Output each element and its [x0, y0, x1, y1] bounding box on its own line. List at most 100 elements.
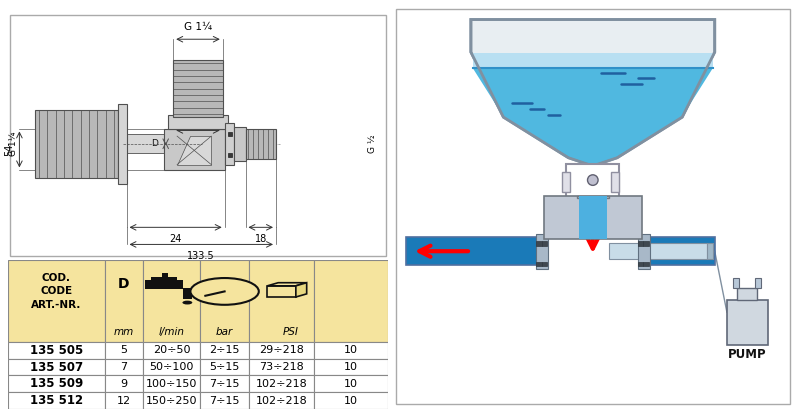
- Bar: [8, 392, 105, 409]
- Bar: [611, 172, 619, 192]
- Text: G 1¼: G 1¼: [184, 22, 212, 32]
- Bar: [200, 358, 250, 375]
- Bar: [150, 277, 177, 280]
- Bar: [578, 164, 607, 198]
- Bar: [8, 260, 105, 342]
- Text: 10: 10: [344, 362, 358, 372]
- Bar: [314, 392, 388, 409]
- Text: PUMP: PUMP: [728, 348, 766, 361]
- Text: 10: 10: [344, 396, 358, 406]
- Text: 5÷15: 5÷15: [210, 362, 240, 372]
- Bar: [267, 286, 296, 297]
- Text: 12: 12: [117, 396, 131, 406]
- Text: 135 512: 135 512: [30, 394, 83, 407]
- Text: 135 505: 135 505: [30, 344, 83, 357]
- Bar: [536, 234, 548, 269]
- Polygon shape: [177, 136, 211, 165]
- Bar: [642, 237, 714, 266]
- Bar: [578, 196, 607, 239]
- Bar: [314, 342, 388, 358]
- Bar: [164, 128, 225, 170]
- Text: 102÷218: 102÷218: [256, 379, 307, 389]
- Bar: [105, 342, 143, 358]
- Bar: [118, 104, 126, 184]
- Bar: [167, 115, 229, 128]
- Bar: [126, 134, 164, 153]
- Bar: [174, 60, 222, 117]
- Bar: [105, 375, 143, 392]
- Text: 10: 10: [344, 379, 358, 389]
- Bar: [8, 342, 105, 358]
- Bar: [737, 288, 758, 300]
- Bar: [314, 260, 388, 342]
- Text: 7÷15: 7÷15: [210, 396, 240, 406]
- Bar: [250, 392, 314, 409]
- Text: mm: mm: [114, 327, 134, 337]
- Text: 5: 5: [120, 345, 127, 355]
- Bar: [250, 375, 314, 392]
- Text: 102÷218: 102÷218: [256, 396, 307, 406]
- Bar: [200, 342, 250, 358]
- Text: PSI: PSI: [283, 327, 299, 337]
- Polygon shape: [296, 283, 306, 297]
- Text: 135 507: 135 507: [30, 361, 83, 373]
- Text: 54: 54: [4, 143, 14, 156]
- Text: G 1¼: G 1¼: [10, 131, 18, 156]
- Bar: [143, 375, 200, 392]
- Bar: [145, 280, 182, 289]
- Text: D: D: [118, 277, 130, 291]
- Bar: [577, 196, 609, 198]
- Text: D: D: [151, 139, 158, 148]
- Bar: [143, 392, 200, 409]
- Polygon shape: [504, 118, 682, 165]
- Text: 20÷50: 20÷50: [153, 345, 190, 355]
- Bar: [706, 243, 713, 259]
- Bar: [562, 172, 570, 192]
- Text: 24: 24: [170, 234, 182, 244]
- Text: COD.
CODE
ART.-NR.: COD. CODE ART.-NR.: [31, 273, 82, 310]
- Text: 100÷150: 100÷150: [146, 379, 197, 389]
- Bar: [105, 260, 143, 342]
- Bar: [642, 237, 714, 266]
- Text: 18: 18: [254, 234, 267, 244]
- Bar: [542, 262, 547, 266]
- Bar: [314, 358, 388, 375]
- Bar: [536, 262, 542, 266]
- Text: 50÷100: 50÷100: [150, 362, 194, 372]
- Bar: [536, 242, 542, 245]
- Bar: [314, 375, 388, 392]
- Bar: [643, 242, 649, 245]
- Bar: [755, 278, 762, 288]
- Polygon shape: [471, 19, 714, 166]
- Bar: [105, 358, 143, 375]
- Bar: [542, 242, 547, 245]
- Text: 10: 10: [344, 345, 358, 355]
- Bar: [250, 358, 314, 375]
- Bar: [234, 127, 246, 161]
- Bar: [143, 358, 200, 375]
- Text: 29÷218: 29÷218: [259, 345, 304, 355]
- Bar: [228, 132, 232, 136]
- Bar: [200, 375, 250, 392]
- Bar: [162, 273, 168, 277]
- Text: 7: 7: [120, 362, 127, 372]
- Bar: [250, 342, 314, 358]
- Bar: [638, 234, 650, 269]
- Bar: [250, 260, 314, 342]
- Bar: [225, 123, 234, 165]
- Circle shape: [587, 175, 598, 185]
- Bar: [733, 278, 739, 288]
- Bar: [8, 375, 105, 392]
- Bar: [609, 243, 706, 259]
- Text: l/min: l/min: [158, 327, 184, 337]
- Bar: [143, 342, 200, 358]
- Bar: [34, 109, 118, 178]
- Text: 150÷250: 150÷250: [146, 396, 197, 406]
- Bar: [638, 262, 643, 266]
- Text: 73÷218: 73÷218: [259, 362, 304, 372]
- Bar: [638, 242, 643, 245]
- Text: 2÷15: 2÷15: [210, 345, 240, 355]
- Bar: [406, 237, 544, 266]
- Text: bar: bar: [216, 327, 234, 337]
- Bar: [228, 153, 232, 157]
